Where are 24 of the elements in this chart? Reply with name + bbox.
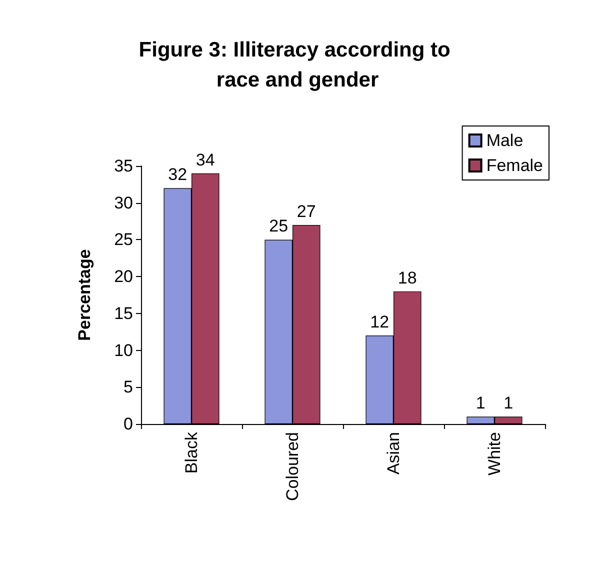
legend-label: Female bbox=[486, 156, 543, 175]
y-tick-label: 20 bbox=[114, 267, 133, 286]
data-label: 25 bbox=[269, 216, 288, 236]
legend-label: Male bbox=[486, 131, 524, 150]
data-label: 18 bbox=[398, 268, 417, 288]
x-tick-label: Asian bbox=[384, 432, 403, 475]
data-label: 12 bbox=[370, 312, 390, 332]
x-tick-label: Black bbox=[182, 432, 201, 474]
x-tick-label: Coloured bbox=[283, 432, 302, 501]
y-tick-label: 30 bbox=[114, 193, 133, 212]
data-label: 27 bbox=[296, 202, 316, 221]
x-tick-label: White bbox=[485, 432, 504, 476]
y-tick-label: 35 bbox=[114, 156, 133, 176]
data-label: 1 bbox=[476, 394, 486, 413]
chart-title: Figure 3: Illiteracy according to race and gender bbox=[138, 38, 456, 92]
y-tick-label: 25 bbox=[114, 230, 133, 250]
data-label: 34 bbox=[196, 150, 215, 170]
y-tick-label: 5 bbox=[124, 378, 133, 397]
data-label: 32 bbox=[168, 165, 188, 184]
data-label: 1 bbox=[504, 394, 514, 413]
y-tick-label: 10 bbox=[114, 340, 133, 360]
y-axis-title: Percentage bbox=[75, 249, 94, 341]
y-tick-label: 15 bbox=[114, 304, 133, 323]
y-tick-label: 0 bbox=[124, 414, 133, 434]
